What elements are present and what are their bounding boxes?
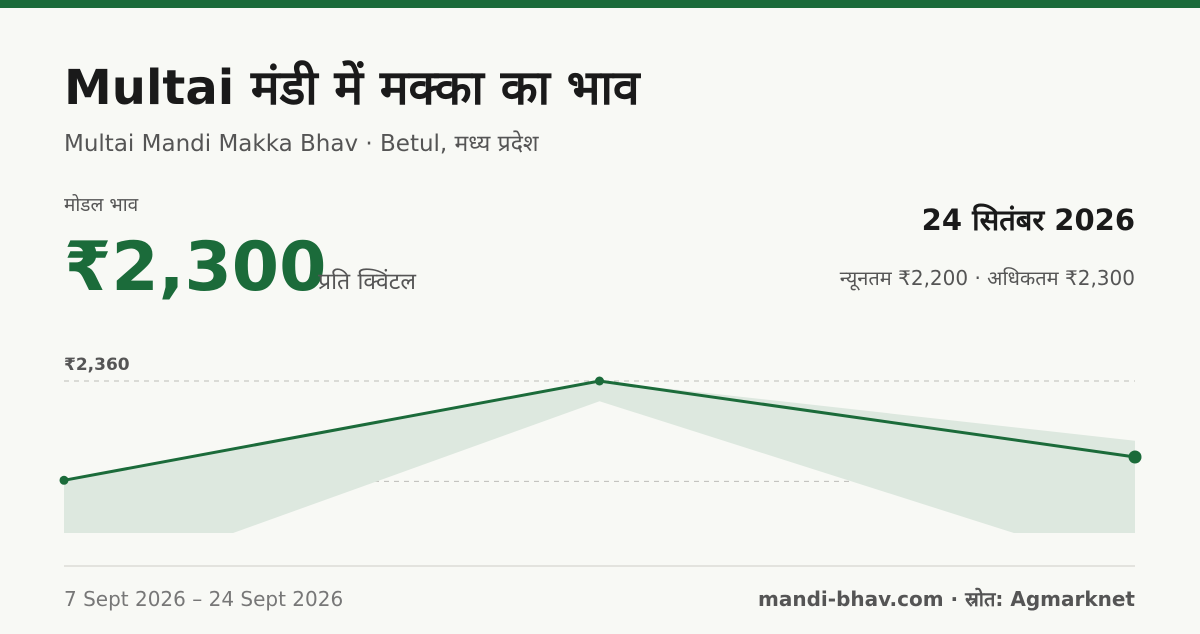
subtitle: Multai Mandi Makka Bhav · Betul, मध्य प्… [64,130,539,157]
top-bar [0,0,1200,8]
title: Multai मंडी में मक्का का भाव [64,60,642,116]
price-range: न्यूनतम ₹2,200 · अधिकतम ₹2,300 [840,266,1135,291]
chart: ₹2,360₹2,261 [59,355,1142,533]
footer-source: mandi-bhav.com · स्रोत: Agmarknet [758,587,1135,611]
price-unit: प्रति क्विंटल [318,268,416,295]
price-point [595,376,604,386]
footer-dates: 7 Sept 2026 – 24 Sept 2026 [64,587,343,611]
y-tick-label: ₹2,360 [64,355,130,375]
price-label: मोडल भाव [64,193,139,216]
price-date: 24 सितंबर 2026 [922,203,1135,237]
price-point [59,475,69,485]
price-value: ₹2,300 [64,228,326,307]
price-point [1128,450,1142,464]
range-band [64,381,1135,533]
